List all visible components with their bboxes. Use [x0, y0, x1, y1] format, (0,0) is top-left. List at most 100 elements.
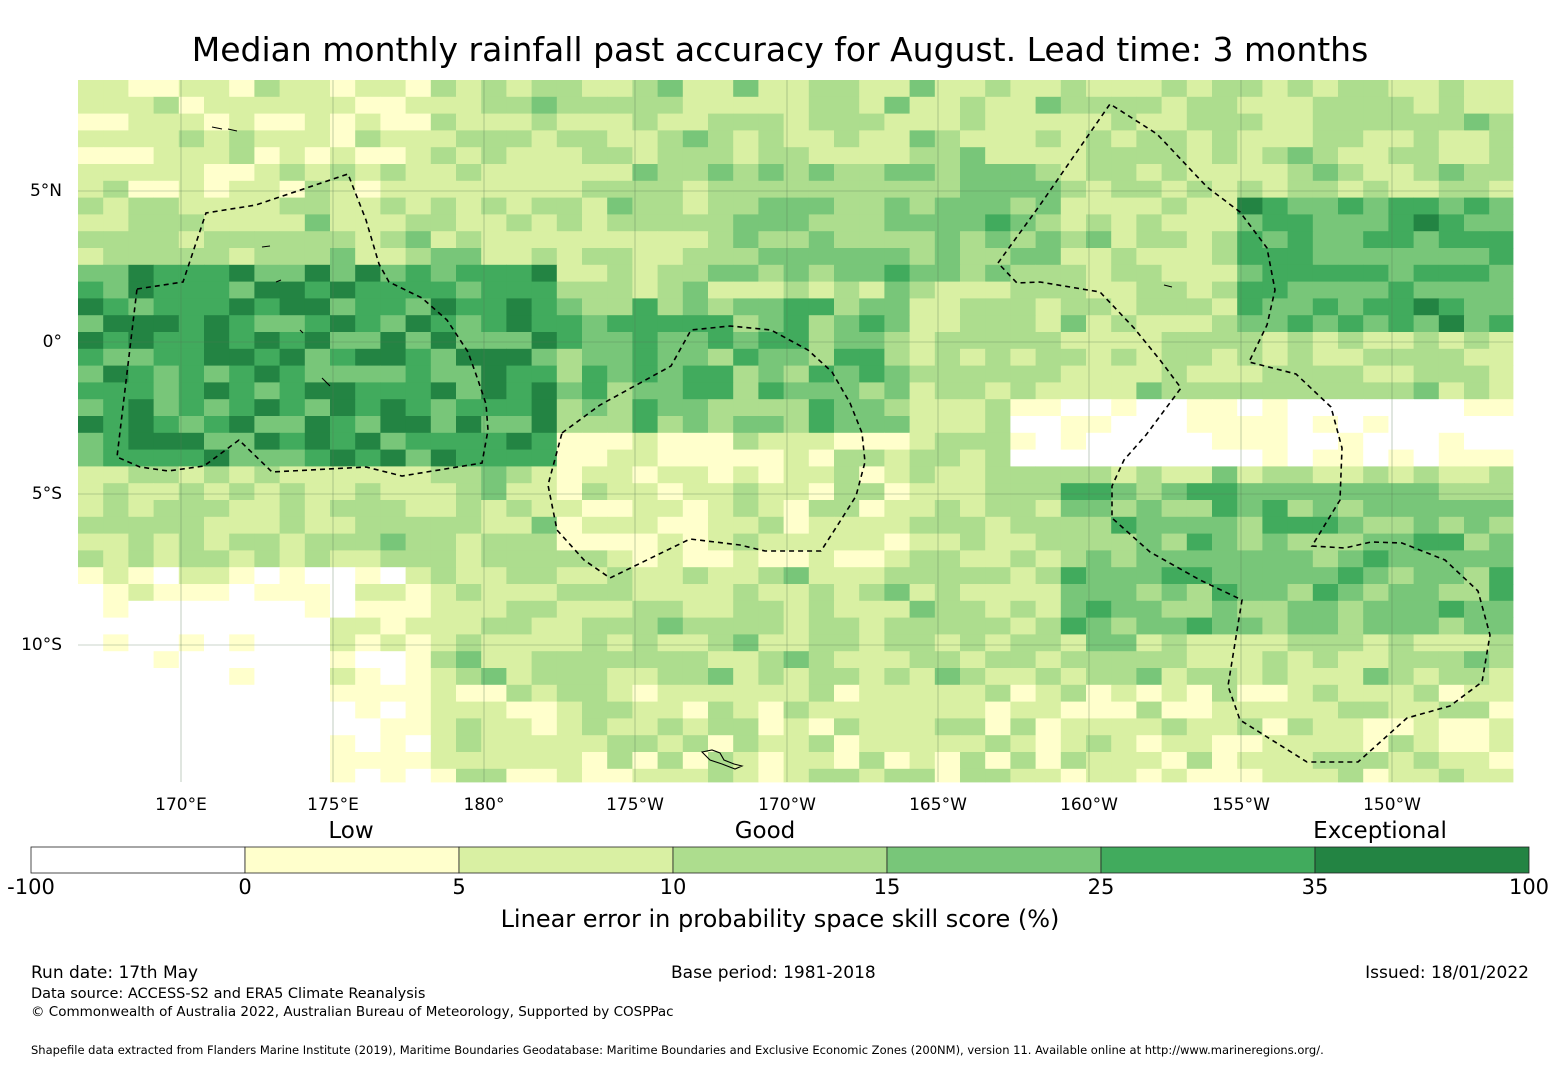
grid-cell — [1312, 416, 1339, 434]
grid-cell — [783, 584, 810, 602]
grid-cell — [682, 96, 709, 114]
grid-cell — [758, 567, 784, 585]
grid-cell — [758, 550, 784, 568]
grid-cell — [1438, 768, 1465, 783]
grid-cell — [531, 416, 558, 434]
grid-cell — [758, 382, 784, 400]
grid-cell — [481, 550, 507, 568]
grid-cell — [1287, 567, 1314, 585]
grid-cell — [279, 382, 306, 400]
grid-cell — [582, 399, 608, 417]
grid-cell — [960, 684, 986, 702]
grid-cell — [884, 701, 910, 719]
grid-cell — [1186, 315, 1213, 333]
grid-cell — [330, 617, 356, 635]
grid-cell — [430, 550, 457, 568]
grid-cell — [834, 399, 860, 417]
grid-cell — [178, 399, 205, 417]
grid-cell — [607, 735, 633, 753]
grid-cell — [430, 365, 457, 383]
grid-cell — [355, 483, 381, 501]
grid-cell — [204, 180, 230, 198]
grid-cell — [531, 197, 558, 215]
grid-cell — [960, 248, 986, 266]
grid-cell — [1111, 180, 1137, 198]
eez-boundaries — [116, 102, 1491, 763]
grid-cell — [909, 399, 936, 417]
grid-cell — [582, 752, 608, 770]
grid-cell — [859, 298, 885, 316]
grid-cell — [859, 416, 885, 434]
grid-cell — [985, 96, 1011, 114]
grid-cell — [934, 197, 961, 215]
grid-cell — [1338, 281, 1364, 299]
grid-cell — [1186, 533, 1213, 551]
grid-cell — [178, 96, 205, 114]
grid-cell — [1413, 701, 1440, 719]
grid-cell — [456, 180, 482, 198]
grid-cell — [1035, 684, 1062, 702]
grid-cell — [708, 248, 734, 266]
grid-cell — [1287, 768, 1314, 783]
grid-cell — [506, 651, 532, 669]
grid-cell — [934, 533, 961, 551]
colorbar-tick: -100 — [7, 875, 55, 899]
grid-cell — [178, 617, 205, 635]
grid-cell — [960, 516, 986, 534]
grid-cell — [1363, 466, 1389, 484]
grid-cell — [884, 298, 910, 316]
grid-cell — [153, 651, 180, 669]
grid-cell — [1262, 500, 1288, 518]
grid-cell — [380, 214, 406, 232]
grid-cell — [1489, 483, 1514, 501]
grid-cell — [1010, 180, 1036, 198]
grid-cell — [607, 248, 633, 266]
grid-cell — [884, 684, 910, 702]
grid-cell — [430, 432, 457, 450]
grid-cell — [834, 684, 860, 702]
grid-cell — [607, 130, 633, 148]
grid-cell — [1489, 500, 1514, 518]
grid-cell — [178, 164, 205, 182]
grid-cell — [909, 113, 936, 131]
grid-cell — [304, 466, 331, 484]
grid-cell — [1237, 449, 1263, 467]
grid-cell — [1010, 584, 1036, 602]
grid-cell — [1363, 80, 1389, 98]
colorbar-tick: 5 — [452, 875, 466, 899]
grid-cell — [1186, 147, 1213, 165]
grid-cell — [78, 432, 104, 450]
grid-cell — [304, 365, 331, 383]
grid-cell — [204, 96, 230, 114]
grid-cell — [204, 315, 230, 333]
grid-cell — [330, 315, 356, 333]
grid-cell — [607, 399, 633, 417]
grid-cell — [531, 248, 558, 266]
grid-cell — [556, 768, 583, 783]
grid-cell — [708, 281, 734, 299]
grid-cell — [128, 248, 154, 266]
grid-cell — [254, 96, 280, 114]
grid-cell — [934, 315, 961, 333]
grid-cell — [254, 365, 280, 383]
grid-cell — [380, 281, 406, 299]
grid-cell — [1035, 701, 1062, 719]
grid-cell — [582, 449, 608, 467]
grid-cell — [1186, 332, 1213, 350]
grid-cell — [758, 651, 784, 669]
grid-cell — [128, 147, 154, 165]
grid-cell — [1413, 248, 1440, 266]
grid-cell — [909, 180, 936, 198]
grid-cell — [1312, 164, 1339, 182]
grid-cell — [1287, 584, 1314, 602]
grid-cell — [1136, 651, 1162, 669]
grid-cell — [808, 80, 835, 98]
grid-cell — [1237, 298, 1263, 316]
grid-cell — [1489, 567, 1514, 585]
grid-cell — [657, 365, 684, 383]
grid-cell — [430, 130, 457, 148]
grid-cell — [1035, 550, 1062, 568]
grid-cell — [1136, 416, 1162, 434]
grid-cell — [506, 332, 532, 350]
grid-cell — [456, 348, 482, 366]
